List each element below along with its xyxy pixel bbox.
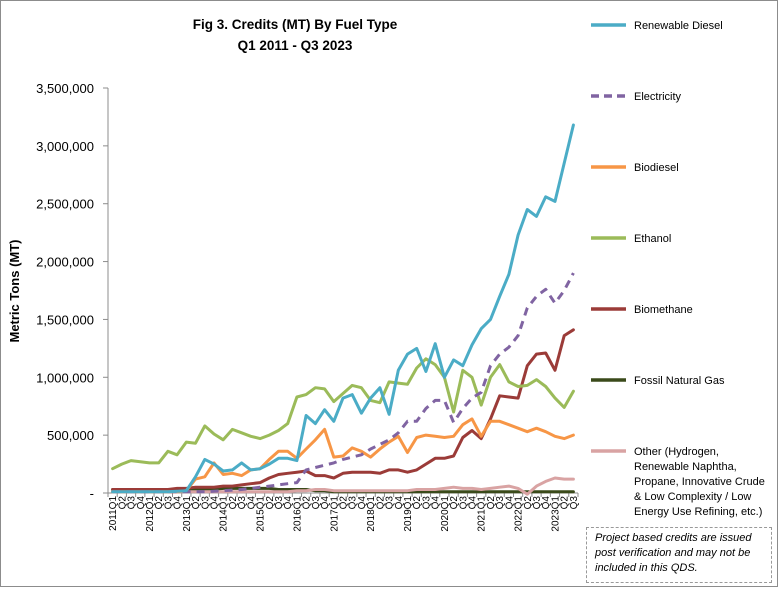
x-tick-label: 2011Q1 bbox=[108, 496, 119, 531]
y-tick-label: 2,000,000 bbox=[36, 255, 94, 270]
x-tick-label: 2020Q1 bbox=[440, 496, 451, 532]
x-tick-label: Q3 bbox=[200, 496, 211, 510]
legend-label-other: Energy Use Refining, etc.) bbox=[634, 506, 762, 518]
series-line-ethanol bbox=[111, 357, 575, 471]
x-tick-label: Q2 bbox=[486, 496, 497, 510]
y-tick-label: 3,500,000 bbox=[36, 81, 94, 96]
x-tick-label: Q4 bbox=[541, 496, 552, 510]
x-tick-label: Q2 bbox=[302, 496, 313, 510]
x-tick-label: Q4 bbox=[468, 496, 479, 510]
series-line-renewable-diesel bbox=[111, 123, 575, 494]
y-tick-label: - bbox=[90, 486, 94, 501]
legend-label-renewable-diesel: Renewable Diesel bbox=[634, 20, 723, 32]
x-tick-label: Q4 bbox=[394, 496, 405, 510]
legend-label-ethanol: Ethanol bbox=[634, 233, 671, 245]
x-tick-label: Q3 bbox=[237, 496, 248, 510]
x-tick-label: Q2 bbox=[412, 496, 423, 510]
x-tick-label: Q4 bbox=[136, 496, 147, 510]
x-tick-label: Q2 bbox=[375, 496, 386, 510]
x-tick-label: Q3 bbox=[458, 496, 469, 510]
x-tick-label: 2018Q1 bbox=[366, 496, 377, 532]
legend-label-other: Propane, Innovative Crude bbox=[634, 476, 765, 488]
x-tick-label: Q3 bbox=[569, 496, 580, 510]
y-ticks: - 500,000 1,000,000 1,500,000 2,000,000 2,500… bbox=[36, 81, 108, 501]
legend-label-other: Other (Hydrogen, bbox=[634, 446, 719, 458]
x-tick-label: Q3 bbox=[274, 496, 285, 510]
x-tick-label: 2016Q1 bbox=[292, 496, 303, 532]
x-ticks: 2011Q1Q2Q3Q42012Q1Q2Q3Q42013Q1Q2Q3Q42014… bbox=[107, 493, 580, 532]
x-tick-label: 2012Q1 bbox=[145, 496, 156, 532]
x-tick-label: Q2 bbox=[449, 496, 460, 510]
chart-title: Fig 3. Credits (MT) By Fuel Type bbox=[193, 17, 398, 32]
x-tick-label: Q3 bbox=[311, 496, 322, 510]
x-tick-label: Q2 bbox=[117, 496, 128, 510]
x-tick-label: 2013Q1 bbox=[182, 496, 193, 532]
x-tick-label: Q3 bbox=[385, 496, 396, 510]
y-tick-label: 2,500,000 bbox=[36, 197, 94, 212]
legend-label-other: & Low Complexity / Low bbox=[634, 491, 751, 503]
y-tick-label: 1,500,000 bbox=[36, 312, 94, 327]
x-tick-label: Q3 bbox=[127, 496, 138, 510]
x-tick-label: 2015Q1 bbox=[256, 496, 267, 532]
x-tick-label: Q3 bbox=[495, 496, 506, 510]
y-tick-label: 3,000,000 bbox=[36, 139, 94, 154]
x-tick-label: Q2 bbox=[265, 496, 276, 510]
x-tick-label: 2017Q1 bbox=[329, 496, 340, 532]
x-tick-label: Q4 bbox=[210, 496, 221, 510]
series-lines bbox=[111, 123, 575, 496]
x-tick-label: Q3 bbox=[163, 496, 174, 510]
x-tick-label: 2014Q1 bbox=[219, 496, 230, 532]
x-tick-label: 2019Q1 bbox=[403, 496, 414, 532]
y-tick-label: 1,000,000 bbox=[36, 370, 94, 385]
x-tick-label: Q3 bbox=[348, 496, 359, 510]
legend-label-fossil-natural-gas: Fossil Natural Gas bbox=[634, 375, 725, 387]
legend-label-other: Renewable Naphtha, bbox=[634, 461, 737, 473]
x-tick-label: Q2 bbox=[560, 496, 571, 510]
x-tick-label: Q2 bbox=[154, 496, 165, 510]
x-tick-label: Q3 bbox=[532, 496, 543, 510]
x-tick-label: Q2 bbox=[523, 496, 534, 510]
series-line-electricity bbox=[112, 272, 575, 494]
x-tick-label: Q2 bbox=[339, 496, 350, 510]
footnote: Project based credits are issued post ve… bbox=[586, 527, 772, 583]
x-tick-label: Q4 bbox=[357, 496, 368, 510]
axes bbox=[107, 88, 578, 494]
x-tick-label: Q4 bbox=[173, 496, 184, 510]
legend-label-electricity: Electricity bbox=[634, 91, 682, 103]
x-tick-label: Q2 bbox=[228, 496, 239, 510]
x-tick-label: Q4 bbox=[504, 496, 515, 510]
y-axis-label: Metric Tons (MT) bbox=[7, 239, 22, 342]
x-tick-label: Q4 bbox=[246, 496, 257, 510]
x-tick-label: Q4 bbox=[283, 496, 294, 510]
x-tick-label: Q4 bbox=[431, 496, 442, 510]
legend: Renewable Diesel Electricity Biodiesel Etha… bbox=[591, 20, 765, 518]
legend-label-biomethane: Biomethane bbox=[634, 304, 693, 316]
x-tick-label: Q3 bbox=[421, 496, 432, 510]
legend-label-biodiesel: Biodiesel bbox=[634, 162, 679, 174]
series-line-biomethane bbox=[111, 328, 575, 491]
x-tick-label: 2022Q1 bbox=[514, 496, 525, 532]
x-tick-label: Q2 bbox=[191, 496, 202, 510]
x-tick-label: Q4 bbox=[320, 496, 331, 510]
y-tick-label: 500,000 bbox=[47, 428, 94, 443]
x-tick-label: 2021Q1 bbox=[477, 496, 488, 532]
series-line-biodiesel bbox=[111, 417, 575, 494]
x-tick-label: 2023Q1 bbox=[551, 496, 562, 532]
chart-subtitle: Q1 2011 - Q3 2023 bbox=[238, 38, 353, 53]
